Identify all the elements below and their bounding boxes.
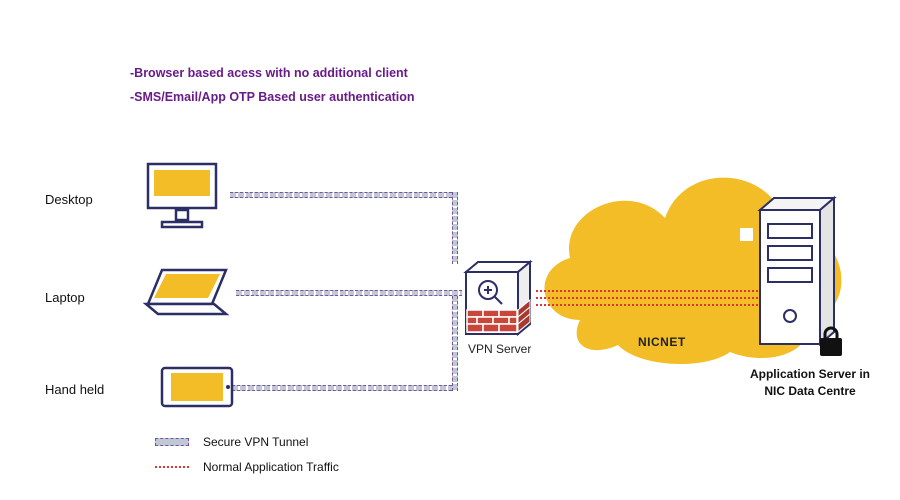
server-label: Application Server in NIC Data Centre [740,366,880,400]
lock-icon [816,326,846,365]
bullet-2: -SMS/Email/App OTP Based user authentica… [130,86,415,110]
legend-swatch-tunnel [155,438,189,446]
desktop-icon [134,160,230,241]
normal-traffic-2 [536,297,758,299]
tunnel-desktop-v [452,192,458,264]
normal-traffic-1 [536,290,758,292]
vpn-label: VPN Server [468,342,531,356]
tunnel-desktop-h [230,192,457,198]
legend-normal: Normal Application Traffic [155,460,339,474]
server-label-line1: Application Server in [750,367,870,381]
feature-bullets: -Browser based acess with no additional … [130,62,415,110]
legend-tunnel: Secure VPN Tunnel [155,435,308,449]
device-label-handheld: Hand held [45,382,104,397]
legend-normal-label: Normal Application Traffic [203,460,339,474]
tunnel-hand-v [452,296,458,391]
tunnel-laptop-h [236,290,462,296]
cloud-label: NICNET [638,335,686,349]
vpn-server-icon [460,256,538,345]
device-label-desktop: Desktop [45,192,93,207]
legend-tunnel-label: Secure VPN Tunnel [203,435,308,449]
tunnel-hand-h [232,385,457,391]
device-label-laptop: Laptop [45,290,85,305]
laptop-icon [132,264,240,325]
bullet-1: -Browser based acess with no additional … [130,62,415,86]
handheld-icon [158,364,236,415]
normal-traffic-3 [536,304,758,306]
server-label-line2: NIC Data Centre [764,384,855,398]
legend-swatch-normal [155,466,189,468]
